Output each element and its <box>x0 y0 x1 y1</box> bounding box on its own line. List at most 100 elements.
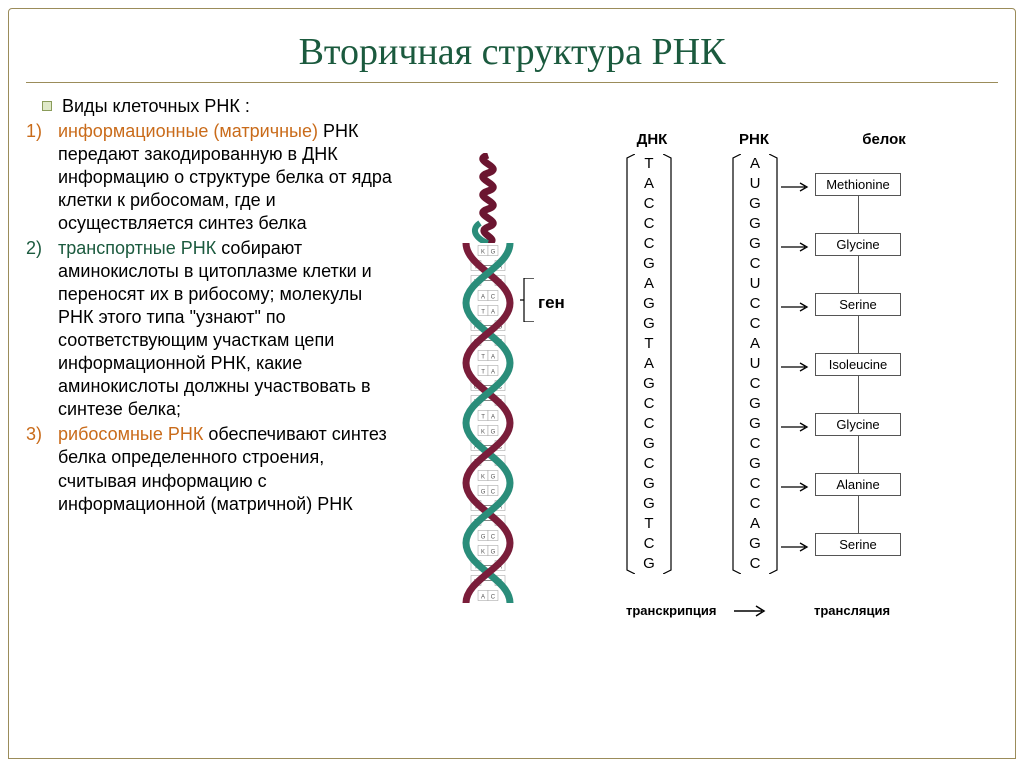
protein-column: MethionineGlycineSerineIsoleucineGlycine… <box>815 154 945 574</box>
dna-base: A <box>635 354 663 374</box>
arrow-icon <box>781 239 811 249</box>
arrow-icon <box>781 419 811 429</box>
dna-base: C <box>635 454 663 474</box>
transcription-label: транскрипция <box>626 603 734 618</box>
dna-base: C <box>635 194 663 214</box>
dna-base: A <box>635 174 663 194</box>
item-number: 2) <box>26 237 48 260</box>
rna-base: C <box>741 474 769 494</box>
dna-base: T <box>635 154 663 174</box>
rna-base: G <box>741 234 769 254</box>
codon-table: ДНК РНК белок TACCCGAGGTAGCCGCGGTCG AUGG… <box>623 131 963 574</box>
list-item: 1) информационные (матричные) РНК передаю… <box>18 120 398 237</box>
arrow-icon <box>781 539 811 549</box>
svg-text:G: G <box>491 430 496 436</box>
protein-box: Methionine <box>815 173 901 196</box>
svg-text:G: G <box>481 535 486 541</box>
rna-sequence: AUGGGCUCCAUCGGCGCCAGC <box>741 154 769 574</box>
rna-base: C <box>741 254 769 274</box>
arrow-icon <box>781 479 811 489</box>
svg-text:C: C <box>491 490 496 496</box>
rna-base: U <box>741 354 769 374</box>
subheading-text: Виды клеточных РНК : <box>62 95 250 118</box>
bullet-icon <box>42 101 52 111</box>
content-area: Виды клеточных РНК : 1) информационные (м… <box>0 93 1024 518</box>
svg-text:C: C <box>491 535 496 541</box>
svg-text:T: T <box>481 415 485 421</box>
double-helix-svg: KGTAKGACTAKGGCTATAGCKGTAKGACTAKGGCTATAGC… <box>458 243 518 623</box>
rna-base: A <box>741 154 769 174</box>
rna-base: C <box>741 374 769 394</box>
dna-sequence: TACCCGAGGTAGCCGCGGTCG <box>635 154 663 574</box>
rna-base: C <box>741 314 769 334</box>
protein-box: Serine <box>815 293 901 316</box>
item-text: рибосомные РНК обеспечивают синтез белка… <box>58 423 398 515</box>
arrow-icon <box>781 359 811 369</box>
dna-base: G <box>635 314 663 334</box>
svg-text:T: T <box>481 370 485 376</box>
dna-base: C <box>635 214 663 234</box>
protein-link <box>858 375 859 413</box>
dna-base: C <box>635 394 663 414</box>
svg-text:C: C <box>491 295 496 301</box>
rna-base: U <box>741 274 769 294</box>
list-item: 3) рибосомные РНК обеспечивают синтез бел… <box>18 423 398 517</box>
svg-text:A: A <box>481 295 485 301</box>
protein-box: Serine <box>815 533 901 556</box>
dna-base: T <box>635 514 663 534</box>
dna-base: C <box>635 414 663 434</box>
gene-bracket <box>520 278 536 322</box>
header-rna: РНК <box>725 131 783 148</box>
codon-headers: ДНК РНК белок <box>623 131 963 148</box>
rna-base: A <box>741 514 769 534</box>
text-column: Виды клеточных РНК : 1) информационные (м… <box>18 93 398 518</box>
svg-text:K: K <box>481 550 485 556</box>
dna-base: G <box>635 474 663 494</box>
chromatin-coil <box>460 153 516 243</box>
dna-base: G <box>635 554 663 574</box>
protein-link <box>858 315 859 353</box>
dna-base: G <box>635 494 663 514</box>
svg-text:G: G <box>491 550 496 556</box>
item-number: 3) <box>26 423 48 446</box>
dna-base: G <box>635 434 663 454</box>
header-dna: ДНК <box>623 131 681 148</box>
svg-text:A: A <box>491 310 495 316</box>
protein-link <box>858 495 859 533</box>
protein-box: Glycine <box>815 233 901 256</box>
svg-text:A: A <box>491 355 495 361</box>
rna-base: G <box>741 414 769 434</box>
dna-bracket-left <box>623 154 635 574</box>
dna-base: G <box>635 294 663 314</box>
rna-base: G <box>741 534 769 554</box>
dna-base: G <box>635 254 663 274</box>
dna-base: A <box>635 274 663 294</box>
arrow-icon <box>781 179 811 189</box>
dna-bracket-right <box>663 154 675 574</box>
rna-base: C <box>741 434 769 454</box>
dna-base: G <box>635 374 663 394</box>
slide-title: Вторичная структура РНК <box>0 0 1024 82</box>
item-number: 1) <box>26 120 48 143</box>
svg-text:K: K <box>481 475 485 481</box>
protein-link <box>858 195 859 233</box>
rna-base: G <box>741 454 769 474</box>
protein-link <box>858 255 859 293</box>
arrow-icon <box>781 299 811 309</box>
svg-text:C: C <box>491 595 496 601</box>
rna-bracket-left <box>729 154 741 574</box>
svg-text:T: T <box>481 355 485 361</box>
arrow-icon <box>734 605 770 617</box>
rna-base: U <box>741 174 769 194</box>
rna-base: G <box>741 394 769 414</box>
svg-text:A: A <box>491 415 495 421</box>
item-text: информационные (матричные) РНК передают … <box>58 120 398 235</box>
subheading-row: Виды клеточных РНК : <box>18 93 398 120</box>
protein-link <box>858 435 859 473</box>
header-protein: белок <box>839 131 929 148</box>
rna-bracket-right <box>769 154 781 574</box>
dna-base: C <box>635 234 663 254</box>
rna-base: C <box>741 294 769 314</box>
rna-base: C <box>741 494 769 514</box>
protein-box: Alanine <box>815 473 901 496</box>
